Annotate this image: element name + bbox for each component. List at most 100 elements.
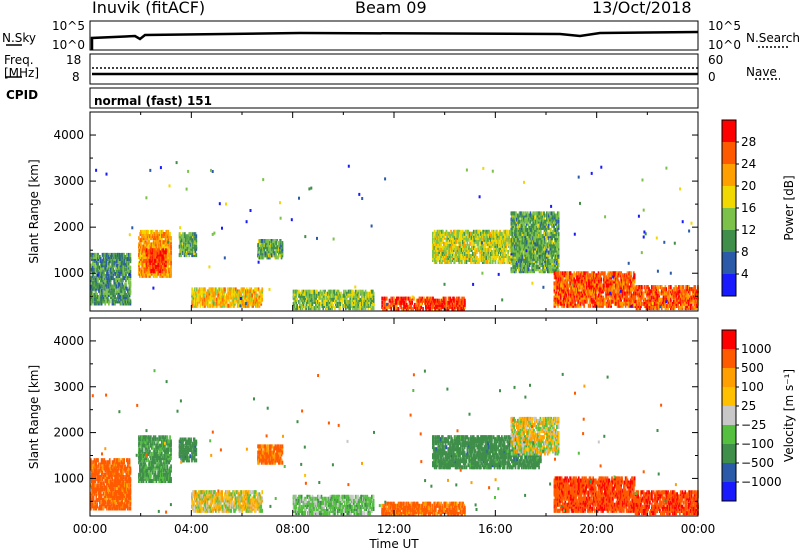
freq-tick-bottom: 8 <box>72 70 80 84</box>
data-cell <box>557 232 560 237</box>
data-cell <box>444 300 446 305</box>
data-cell <box>331 306 334 311</box>
data-cell <box>268 239 270 243</box>
data-cell <box>466 241 469 246</box>
data-cell <box>454 298 456 303</box>
data-cell <box>438 300 441 305</box>
data-cell <box>450 239 452 244</box>
data-cell <box>446 245 449 250</box>
data-cell <box>117 284 120 289</box>
data-cell <box>295 306 298 311</box>
data-cell <box>147 265 150 269</box>
data-cell <box>561 271 564 276</box>
data-cell <box>128 288 131 293</box>
data-cell <box>384 302 386 307</box>
data-cell <box>157 271 159 276</box>
data-cell <box>427 300 430 305</box>
data-cell <box>120 290 123 295</box>
data-cell <box>255 291 257 296</box>
data-cell <box>308 306 310 311</box>
data-cell <box>157 265 160 269</box>
data-cell <box>164 258 166 263</box>
data-cell <box>447 300 450 305</box>
data-cell <box>312 297 315 302</box>
data-cell <box>120 301 123 306</box>
data-cell <box>253 289 255 294</box>
data-cell <box>106 297 108 302</box>
data-cell <box>102 290 105 295</box>
data-cell <box>100 280 103 285</box>
data-cell <box>302 297 305 302</box>
data-cell <box>102 271 105 276</box>
data-cell <box>147 232 149 236</box>
data-cell <box>445 237 448 242</box>
data-cell <box>463 307 465 311</box>
data-cell <box>458 245 460 250</box>
data-cell <box>152 271 155 276</box>
data-cell <box>505 247 508 252</box>
data-cell <box>151 242 154 247</box>
data-cell <box>234 299 236 304</box>
data-cell <box>106 290 108 295</box>
data-cell <box>95 301 98 306</box>
data-cell <box>168 240 170 245</box>
data-cell <box>155 265 158 269</box>
data-cell <box>117 280 120 285</box>
data-cell <box>433 254 436 258</box>
data-cell <box>390 307 393 311</box>
data-cell <box>389 298 392 303</box>
data-cell <box>178 236 181 241</box>
data-cell <box>124 290 126 295</box>
data-cell <box>113 252 116 257</box>
data-cell <box>167 238 170 243</box>
data-cell <box>165 248 167 253</box>
data-cell <box>453 300 455 305</box>
data-cell <box>434 304 437 309</box>
data-cell <box>95 261 98 266</box>
data-cell <box>184 248 186 253</box>
data-cell <box>417 298 420 303</box>
data-cell <box>112 276 115 281</box>
data-cell <box>254 287 256 292</box>
data-cell <box>438 258 441 262</box>
data-cell <box>364 295 367 300</box>
data-cell <box>198 295 201 300</box>
data-cell <box>452 249 454 254</box>
data-cell <box>348 302 351 306</box>
data-cell <box>90 284 92 289</box>
data-cell <box>453 304 455 309</box>
data-cell <box>124 284 126 289</box>
data-cell <box>301 293 304 298</box>
data-cell <box>442 245 444 250</box>
data-cell <box>119 269 122 274</box>
data-cell <box>142 238 145 243</box>
data-cell <box>460 256 462 260</box>
data-cell <box>221 303 223 308</box>
data-cell <box>140 238 142 243</box>
data-cell <box>161 258 164 263</box>
data-cell <box>164 256 166 261</box>
data-cell <box>340 291 343 296</box>
data-cell <box>415 307 418 311</box>
data-cell <box>325 306 327 311</box>
data-cell <box>359 302 361 306</box>
data-cell <box>143 246 146 251</box>
data-cell <box>265 245 267 250</box>
data-cell <box>126 295 129 300</box>
data-cell <box>123 261 125 266</box>
data-cell <box>170 271 172 276</box>
data-cell <box>572 299 575 304</box>
data-cell <box>443 231 446 236</box>
data-cell <box>294 304 297 308</box>
data-cell <box>219 303 222 308</box>
data-cell <box>100 263 103 268</box>
data-cell <box>433 298 435 303</box>
data-cell <box>246 299 249 304</box>
data-cell <box>121 261 124 266</box>
data-cell <box>324 299 326 304</box>
data-cell <box>303 297 306 302</box>
data-cell <box>202 301 204 306</box>
data-cell <box>158 252 161 257</box>
data-cell <box>368 297 370 302</box>
data-cell <box>180 251 183 255</box>
